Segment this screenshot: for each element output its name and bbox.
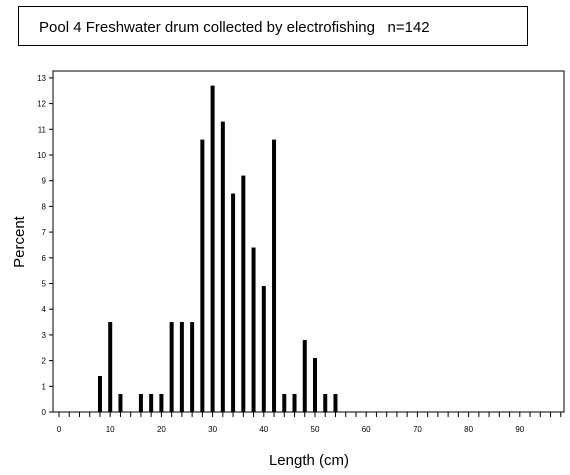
- chart-title: Pool 4 Freshwater drum collected by elec…: [39, 19, 430, 36]
- bar: [138, 394, 143, 412]
- y-tick-label: 8: [42, 202, 47, 211]
- chart-title-box: Pool 4 Freshwater drum collected by elec…: [18, 6, 528, 46]
- bars: [97, 85, 338, 413]
- x-tick-label: 60: [362, 425, 371, 434]
- y-tick-label: 1: [42, 382, 47, 391]
- x-tick-label: 80: [464, 425, 473, 434]
- y-tick-label: 12: [37, 100, 46, 109]
- bar: [261, 286, 266, 412]
- y-tick-label: 9: [42, 177, 47, 186]
- x-axis-title: Length (cm): [269, 452, 349, 469]
- x-tick-label: 70: [413, 425, 422, 434]
- y-tick-label: 4: [42, 305, 47, 314]
- bar: [272, 139, 277, 412]
- plot-area-frame: [52, 70, 565, 413]
- x-tick-label: 40: [259, 425, 268, 434]
- y-tick-label: 7: [42, 228, 47, 237]
- bar: [231, 193, 236, 412]
- bar: [159, 394, 164, 412]
- y-tick-label: 2: [42, 357, 47, 366]
- bar: [149, 394, 154, 412]
- y-tick-label: 0: [42, 408, 47, 417]
- bar: [190, 322, 195, 412]
- y-tick-label: 6: [42, 254, 47, 263]
- y-tick-label: 10: [37, 151, 46, 160]
- bar: [179, 322, 184, 412]
- bar: [210, 85, 215, 413]
- bar: [323, 394, 328, 412]
- bar: [200, 139, 205, 412]
- x-tick-label: 30: [208, 425, 217, 434]
- bar: [241, 175, 246, 412]
- y-tick-label: 3: [42, 331, 47, 340]
- bar: [97, 376, 102, 412]
- x-tick-label: 90: [515, 425, 524, 434]
- bar: [220, 121, 225, 412]
- bar: [333, 394, 338, 412]
- x-tick-label: 20: [157, 425, 166, 434]
- x-tick-label: 10: [106, 425, 115, 434]
- bar: [118, 394, 123, 412]
- x-tick-label: 50: [311, 425, 320, 434]
- y-tick-label: 5: [42, 280, 47, 289]
- y-tick-label: 11: [38, 125, 47, 134]
- bar: [302, 340, 307, 412]
- x-axis: 0 10 20 30 40 50 60 70 80 90: [57, 412, 562, 434]
- y-axis-title: Percent: [11, 215, 28, 268]
- x-tick-label: 0: [57, 425, 62, 434]
- bar: [282, 394, 287, 412]
- bar: [292, 394, 297, 412]
- bar: [313, 358, 317, 412]
- y-tick-label: 13: [37, 74, 46, 83]
- bar: [108, 322, 113, 412]
- bar: [169, 322, 174, 412]
- bar: [251, 247, 256, 412]
